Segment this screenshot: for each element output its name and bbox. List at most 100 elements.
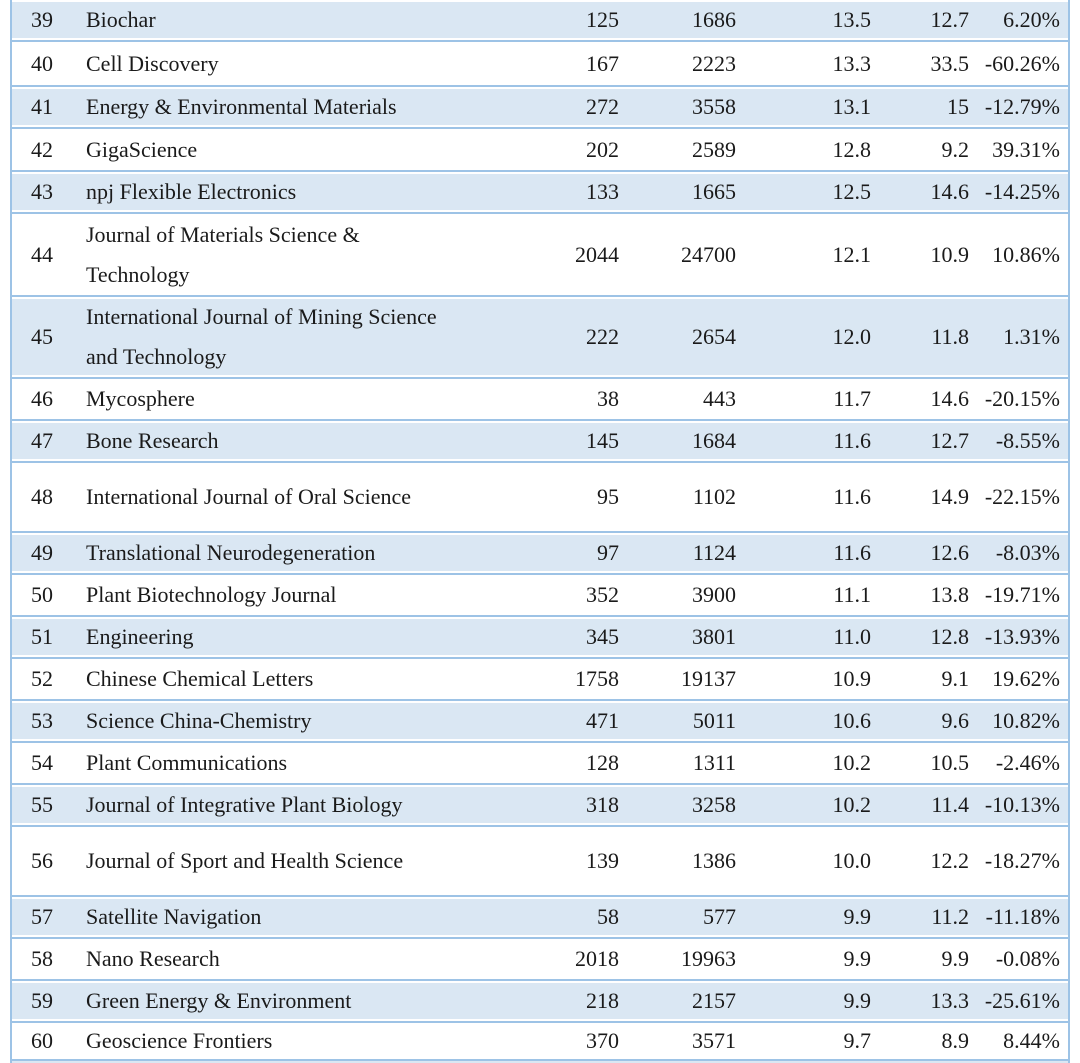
value-cell-1: 370 bbox=[586, 1028, 619, 1053]
value-cell-4: 12.2 bbox=[930, 848, 970, 873]
value-cell-4: 13.8 bbox=[930, 582, 970, 607]
rank-cell: 48 bbox=[31, 484, 53, 509]
value-cell-5: -25.61% bbox=[984, 988, 1060, 1013]
value-cell-3: 10.0 bbox=[832, 848, 872, 873]
value-cell-3: 11.1 bbox=[833, 582, 871, 607]
value-cell-1: 139 bbox=[586, 848, 619, 873]
value-cell-3: 11.6 bbox=[833, 428, 871, 453]
rank-cell: 60 bbox=[31, 1028, 53, 1053]
value-cell-1: 222 bbox=[586, 324, 619, 349]
journal-name-cell: Chinese Chemical Letters bbox=[86, 666, 314, 691]
journal-name-cell: Biochar bbox=[86, 7, 156, 32]
journal-name-cell: Journal of Integrative Plant Biology bbox=[86, 792, 403, 817]
value-cell-1: 218 bbox=[586, 988, 619, 1013]
value-cell-5: 1.31% bbox=[1003, 324, 1060, 349]
value-cell-3: 10.6 bbox=[832, 708, 872, 733]
value-cell-3: 13.3 bbox=[832, 50, 872, 76]
rank-cell: 56 bbox=[31, 848, 53, 873]
value-cell-1: 352 bbox=[586, 582, 619, 607]
table-row: 40 Cell Discovery 167 2223 13.3 33.5 -60.26% bbox=[12, 40, 1068, 85]
value-cell-3: 10.2 bbox=[832, 792, 872, 817]
value-cell-5: -12.79% bbox=[984, 94, 1060, 119]
journal-name-cell: Science China-Chemistry bbox=[86, 708, 312, 733]
table-row: 56 Journal of Sport and Health Science 139… bbox=[12, 825, 1068, 895]
journal-name-cell: Engineering bbox=[86, 624, 194, 649]
value-cell-5: -10.13% bbox=[984, 792, 1060, 817]
value-cell-1: 318 bbox=[586, 792, 619, 817]
value-cell-5: 6.20% bbox=[1003, 7, 1060, 32]
value-cell-1: 345 bbox=[586, 624, 619, 649]
value-cell-2: 19137 bbox=[681, 666, 736, 691]
value-cell-3: 9.7 bbox=[843, 1028, 872, 1053]
value-cell-5: -22.15% bbox=[984, 484, 1060, 509]
value-cell-2: 1665 bbox=[692, 179, 736, 204]
rank-cell: 49 bbox=[31, 540, 53, 565]
rank-cell: 45 bbox=[31, 324, 53, 349]
value-cell-5: 39.31% bbox=[992, 136, 1060, 162]
table-row: 51 Engineering 345 3801 11.0 12.8 -13.93% bbox=[12, 615, 1068, 657]
value-cell-5: 19.62% bbox=[992, 666, 1060, 691]
value-cell-5: 8.44% bbox=[1003, 1028, 1060, 1053]
value-cell-5: -14.25% bbox=[984, 179, 1060, 204]
journal-name-cell: Journal of Sport and Health Science bbox=[86, 848, 404, 873]
table-row: 53 Science China-Chemistry 471 5011 10.6 9.6 1… bbox=[12, 699, 1068, 741]
value-cell-1: 2018 bbox=[575, 946, 619, 971]
table-row: 50 Plant Biotechnology Journal 352 3900 11.1… bbox=[12, 573, 1068, 615]
next-row-sliver bbox=[12, 1059, 1068, 1063]
value-cell-3: 10.9 bbox=[832, 666, 872, 691]
value-cell-2: 3558 bbox=[692, 94, 736, 119]
value-cell-2: 3571 bbox=[692, 1028, 736, 1053]
value-cell-1: 1758 bbox=[575, 666, 619, 691]
value-cell-4: 11.2 bbox=[931, 904, 969, 929]
table-row: 39 Biochar 125 1686 13.5 12.7 6.20% bbox=[12, 0, 1068, 40]
value-cell-5: 10.82% bbox=[992, 708, 1060, 733]
value-cell-2: 1386 bbox=[692, 848, 736, 873]
journal-name-cell: Plant Communications bbox=[86, 750, 288, 775]
value-cell-5: -13.93% bbox=[984, 624, 1060, 649]
journal-name-cell: Energy & Environmental Materials bbox=[86, 94, 397, 119]
value-cell-4: 10.5 bbox=[930, 750, 970, 775]
value-cell-4: 9.1 bbox=[941, 666, 970, 691]
table-row: 49 Translational Neurodegeneration 97 1124 1… bbox=[12, 531, 1068, 573]
rank-cell: 41 bbox=[31, 94, 53, 119]
value-cell-4: 11.4 bbox=[931, 792, 969, 817]
value-cell-3: 12.1 bbox=[832, 241, 872, 267]
value-cell-3: 11.6 bbox=[833, 540, 871, 565]
value-cell-5: -11.18% bbox=[985, 904, 1060, 929]
rank-cell: 54 bbox=[31, 750, 53, 775]
value-cell-1: 272 bbox=[586, 94, 619, 119]
value-cell-1: 125 bbox=[586, 7, 619, 32]
value-cell-1: 202 bbox=[586, 136, 619, 162]
journal-name-cell: Mycosphere bbox=[86, 386, 195, 411]
table-row: 48 International Journal of Oral Science 9… bbox=[12, 461, 1068, 531]
table-row: 52 Chinese Chemical Letters 1758 19137 10.9 9… bbox=[12, 657, 1068, 699]
value-cell-1: 133 bbox=[586, 179, 619, 204]
value-cell-1: 167 bbox=[586, 50, 619, 76]
value-cell-3: 12.0 bbox=[832, 324, 872, 349]
value-cell-1: 145 bbox=[586, 428, 619, 453]
value-cell-2: 443 bbox=[703, 386, 736, 411]
value-cell-4: 14.6 bbox=[930, 386, 970, 411]
rank-cell: 40 bbox=[31, 50, 53, 76]
journal-name-cell: Plant Biotechnology Journal bbox=[86, 582, 337, 607]
value-cell-4: 11.8 bbox=[931, 324, 969, 349]
journal-name-cell: Journal of Materials Science & Technolog… bbox=[86, 221, 360, 287]
table-row: 57 Satellite Navigation 58 577 9.9 11.2 -11.18… bbox=[12, 895, 1068, 937]
table-row: 44 Journal of Materials Science & Technol… bbox=[12, 212, 1068, 295]
value-cell-3: 11.0 bbox=[833, 624, 871, 649]
value-cell-2: 577 bbox=[703, 904, 736, 929]
journal-name-cell: Bone Research bbox=[86, 428, 219, 453]
value-cell-5: -2.46% bbox=[995, 750, 1060, 775]
rank-cell: 43 bbox=[31, 179, 53, 204]
value-cell-2: 3258 bbox=[692, 792, 736, 817]
rank-cell: 44 bbox=[31, 241, 53, 267]
value-cell-1: 38 bbox=[597, 386, 619, 411]
value-cell-5: -8.55% bbox=[995, 428, 1060, 453]
value-cell-2: 1686 bbox=[692, 7, 736, 32]
value-cell-3: 9.9 bbox=[843, 946, 872, 971]
value-cell-5: -19.71% bbox=[984, 582, 1060, 607]
journal-name-cell: npj Flexible Electronics bbox=[86, 179, 297, 204]
journal-name-cell: Translational Neurodegeneration bbox=[86, 540, 376, 565]
table-row: 45 International Journal of Mining Scienc… bbox=[12, 295, 1068, 377]
value-cell-4: 14.9 bbox=[930, 484, 970, 509]
